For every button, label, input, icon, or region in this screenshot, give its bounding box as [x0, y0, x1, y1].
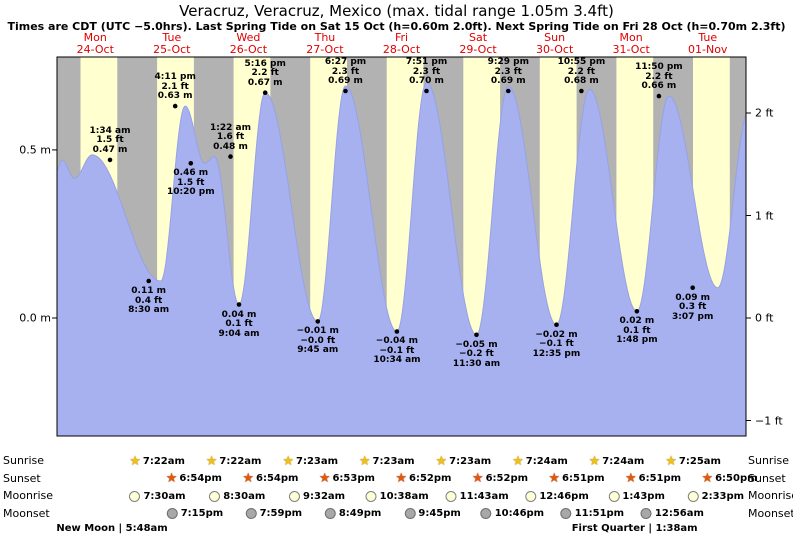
tide-extreme-dot — [315, 319, 321, 324]
tide-extreme-dot — [343, 88, 348, 94]
tide-curve-area — [56, 82, 747, 437]
tide-extreme-dot — [554, 322, 559, 328]
tide-extreme-dot — [474, 332, 479, 338]
tide-extreme-dot — [146, 278, 151, 284]
tide-extreme-dot — [228, 154, 233, 159]
tide-extreme-dot — [188, 161, 194, 166]
tide-extreme-dot — [690, 285, 695, 291]
tide-extreme-dot — [172, 103, 178, 109]
tide-extreme-dot — [424, 88, 429, 94]
page-title: Veracruz, Veracruz, Mexico (max. tidal r… — [179, 2, 614, 20]
tide-extreme-dot — [506, 88, 511, 94]
tide-extreme-dot — [656, 93, 662, 99]
tide-extreme-dot — [634, 309, 640, 314]
tide-extreme-dot — [262, 90, 268, 95]
tide-extreme-dot — [579, 88, 584, 94]
tide-extreme-dot — [236, 302, 242, 307]
tide-extreme-dot — [107, 157, 113, 163]
subtitle: Times are CDT (UTC −5.0hrs). Last Spring… — [7, 20, 786, 33]
chart-frame — [56, 56, 747, 437]
tide-extreme-dot — [394, 329, 400, 334]
